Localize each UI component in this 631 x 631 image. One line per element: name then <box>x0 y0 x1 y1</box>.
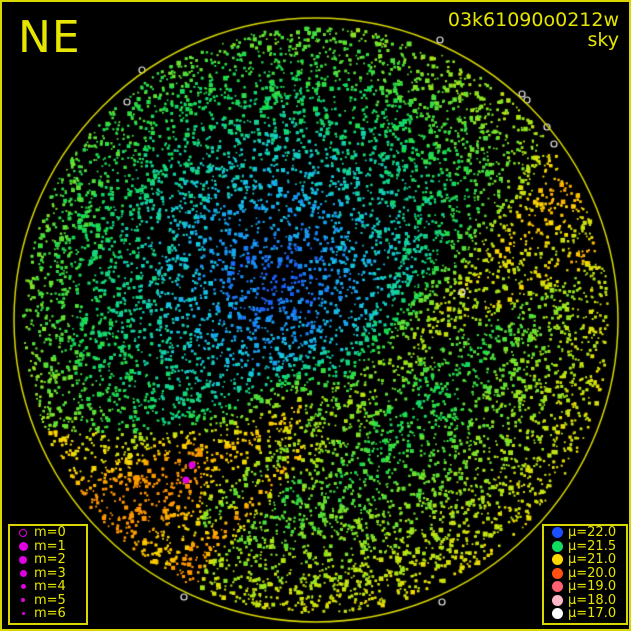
magnitude-label: m=6 <box>34 606 66 622</box>
brightness-label: μ=21.0 <box>568 552 617 568</box>
dot-marker-icon <box>12 541 34 551</box>
frame-type: sky <box>587 29 619 51</box>
color-swatch-icon <box>546 567 568 579</box>
dot-marker-icon <box>12 584 34 590</box>
frame-id: 03k61090o0212w <box>447 9 619 31</box>
brightness-legend-item: μ=17.0 <box>544 606 626 622</box>
color-swatch-icon <box>546 527 568 539</box>
brightness-legend-item: μ=22.0 <box>544 525 626 541</box>
brightness-legend-item: μ=18.0 <box>544 592 626 608</box>
frame-label: 03k61090o0212w sky <box>448 10 619 50</box>
magnitude-legend-item: m=4 <box>10 579 86 595</box>
brightness-label: μ=22.0 <box>568 525 617 541</box>
brightness-legend-item: μ=21.0 <box>544 552 626 568</box>
color-swatch-icon <box>546 594 568 606</box>
magnitude-legend: m=0 m=1 m=2 m=3 m=4 m=5 m=6 <box>8 524 88 625</box>
dot-marker-icon <box>12 598 34 603</box>
magnitude-legend-item: m=6 <box>10 606 86 622</box>
magnitude-label: m=4 <box>34 579 66 595</box>
color-swatch-icon <box>546 554 568 566</box>
brightness-label: μ=17.0 <box>568 606 617 622</box>
color-swatch-icon <box>546 581 568 593</box>
brightness-label: μ=21.5 <box>568 538 617 554</box>
magnitude-label: m=3 <box>34 565 66 581</box>
brightness-label: μ=18.0 <box>568 592 617 608</box>
brightness-label: μ=19.0 <box>568 579 617 595</box>
brightness-legend-item: μ=20.0 <box>544 565 626 581</box>
brightness-legend-item: μ=21.5 <box>544 538 626 554</box>
magnitude-legend-item: m=3 <box>10 565 86 581</box>
magnitude-legend-item: m=2 <box>10 552 86 568</box>
magnitude-label: m=2 <box>34 552 66 568</box>
dot-marker-icon <box>12 555 34 564</box>
ring-marker-icon <box>12 528 34 537</box>
magnitude-label: m=0 <box>34 525 66 541</box>
brightness-legend-item: μ=19.0 <box>544 579 626 595</box>
magnitude-legend-item: m=1 <box>10 538 86 554</box>
dot-marker-icon <box>12 569 34 577</box>
magnitude-label: m=1 <box>34 538 66 554</box>
brightness-label: μ=20.0 <box>568 565 617 581</box>
brightness-legend: μ=22.0 μ=21.5 μ=21.0 μ=20.0 μ=19.0 μ=18.0 μ=17… <box>542 524 628 625</box>
magnitude-legend-item: m=0 <box>10 525 86 541</box>
color-swatch-icon <box>546 608 568 620</box>
direction-label: NE <box>18 12 81 63</box>
magnitude-legend-item: m=5 <box>10 592 86 608</box>
dot-marker-icon <box>12 612 34 616</box>
magnitude-label: m=5 <box>34 592 66 608</box>
color-swatch-icon <box>546 540 568 552</box>
